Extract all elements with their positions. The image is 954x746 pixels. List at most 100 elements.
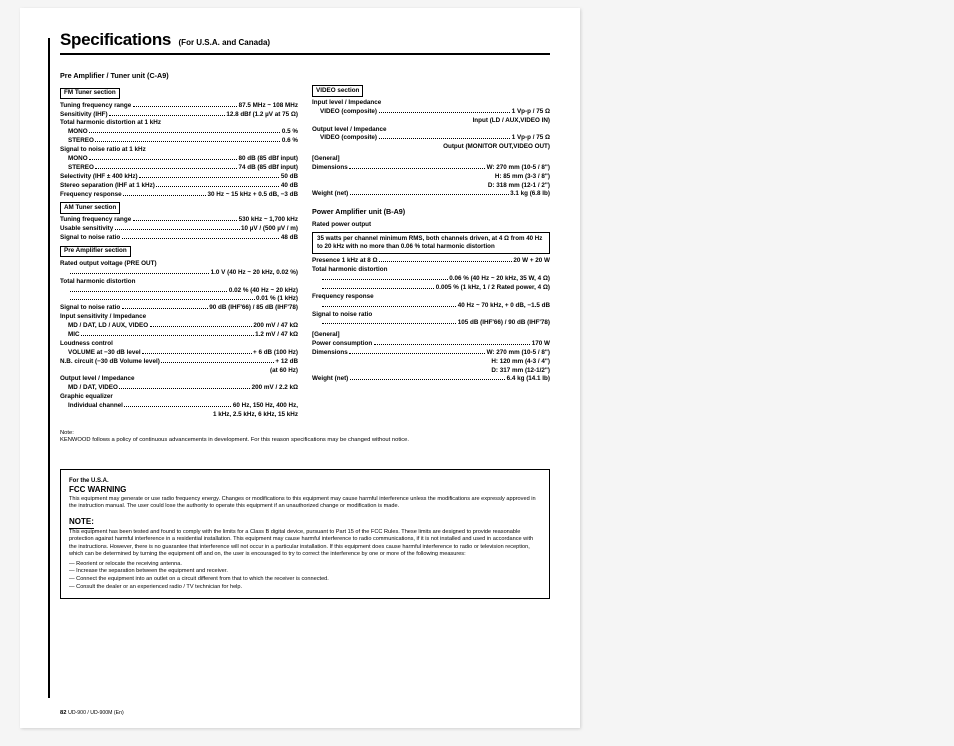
leader-dots [350,190,509,195]
spec-value-cont: Output (MONITOR OUT,VIDEO OUT) [312,143,550,152]
spec-value: 60 Hz, 150 Hz, 400 Hz, [233,402,298,411]
page-number: 82 [60,710,66,716]
spec-heading-row: Signal to noise ratio [312,311,550,320]
spec-row: 1.0 V (40 Hz ~ 20 kHz, 0.02 %) [60,269,298,278]
spec-row: 0.01 % (1 kHz) [60,295,298,304]
spec-label: Dimensions [312,349,348,358]
spec-row: 40 Hz ~ 70 kHz, + 0 dB, −1.5 dB [312,302,550,311]
spec-row: MD / DAT, VIDEO 200 mV / 2.2 kΩ [60,384,298,393]
spec-value-cont: D: 317 mm (12-1/2") [312,367,550,376]
spec-heading-row: Signal to noise ratio at 1 kHz [60,146,298,155]
leader-dots [379,257,512,262]
general-heading: [General] [312,331,550,340]
fcc-bullet: — Increase the separation between the eq… [69,568,541,576]
spec-value: 200 mV / 2.2 kΩ [252,384,298,393]
spec-value: W: 270 mm (10-5 / 8") [487,349,550,358]
spec-row: DimensionsW: 270 mm (10-5 / 8") [312,164,550,173]
leader-dots [133,216,237,221]
fcc-warning-heading: FCC WARNING [69,485,541,496]
spec-heading-row: Output level / Impedance [60,375,298,384]
leader-dots [133,102,237,107]
fcc-bullet: — Connect the equipment into an outlet o… [69,576,541,584]
spec-row: 105 dB (IHF'66) / 90 dB (IHF'78) [312,319,550,328]
leader-dots [322,319,457,324]
spec-label: VIDEO (composite) [320,108,377,117]
leader-dots [115,225,240,230]
fm-section-box: FM Tuner section [60,88,120,100]
spec-value: 0.5 % [282,128,298,137]
spec-label: N.B. circuit (−30 dB Volume level) [60,358,160,367]
spec-value: 170 W [532,340,550,349]
spec-heading-row: Total harmonic distortion [312,266,550,275]
spec-heading-row: Graphic equalizer [60,393,298,402]
leader-dots [374,340,531,345]
spec-value: 105 dB (IHF'66) / 90 dB (IHF'78) [458,319,550,328]
spec-value: 1 Vp-p / 75 Ω [512,108,550,117]
spec-label: STEREO [68,137,94,146]
spec-value: 20 W + 20 W [513,257,550,266]
leader-dots [322,275,448,280]
spec-value: 1 Vp-p / 75 Ω [512,134,550,143]
leader-dots [349,349,485,354]
left-column: Pre Amplifier / Tuner unit (C-A9) FM Tun… [60,67,298,420]
spec-label: Dimensions [312,164,348,173]
spec-value: 74 dB (85 dBf input) [239,164,298,173]
spec-value: 200 mV / 47 kΩ [253,322,298,331]
spec-row: Tuning frequency range530 kHz ~ 1,700 kH… [60,216,298,225]
spec-label: Weight (net) [312,375,348,384]
spec-row: MONO0.5 % [60,128,298,137]
leader-dots [70,269,210,274]
leader-dots [81,331,254,336]
spec-value: 3.1 kg (6.8 lb) [510,190,550,199]
spec-value: 1.0 V (40 Hz ~ 20 kHz, 0.02 %) [211,269,298,278]
leader-dots [70,287,228,292]
spec-row: 0.06 % (40 Hz ~ 20 kHz, 35 W, 4 Ω) [312,275,550,284]
spec-value-cont: H: 85 mm (3-3 / 8") [312,173,550,182]
spec-heading-row: Rated output voltage (PRE OUT) [60,260,298,269]
spec-row: 0.005 % (1 kHz, 1 / 2 Rated power, 4 Ω) [312,284,550,293]
spec-row: Individual channel60 Hz, 150 Hz, 400 Hz, [60,402,298,411]
leader-dots [322,284,435,289]
spec-row: Presence 1 kHz at 8 Ω20 W + 20 W [312,257,550,266]
leader-dots [89,128,280,133]
spec-row: MIC1.2 mV / 47 kΩ [60,331,298,340]
leader-dots [122,304,208,309]
leader-dots [122,234,280,239]
spec-heading-row: Input level / Impedance [312,99,550,108]
leader-dots [142,349,251,354]
spec-value: 48 dB [281,234,298,243]
leader-dots [95,137,280,142]
spec-row: Frequency response 30 Hz ~ 15 kHz + 0.5 d… [60,191,298,200]
spec-label: Signal to noise ratio [60,304,120,313]
spec-label: Stereo separation (IHF at 1 kHz) [60,182,155,191]
spec-label: MD / DAT, VIDEO [68,384,118,393]
spec-value: 30 Hz ~ 15 kHz + 0.5 dB, −3 dB [208,191,298,200]
spec-value: 10 µV / (500 µV / m) [241,225,298,234]
leader-dots [124,402,231,407]
spec-row: VIDEO (composite)1 Vp-p / 75 Ω [312,134,550,143]
spec-value-cont: Input (LD / AUX,VIDEO IN) [312,117,550,126]
leader-dots [123,191,206,196]
leader-dots [322,302,457,307]
spec-value: 87.5 MHz ~ 108 MHz [239,102,298,111]
spec-row: VIDEO (composite) 1 Vp-p / 75 Ω [312,108,550,117]
spec-row: VOLUME at −30 dB level+ 6 dB (100 Hz) [60,349,298,358]
leader-dots [349,164,485,169]
spec-value-cont: 1 kHz, 2.5 kHz, 6 kHz, 15 kHz [60,411,298,420]
spec-heading-row: Total harmonic distortion at 1 kHz [60,119,298,128]
spec-heading-row: Output level / Impedance [312,126,550,135]
rated-power-heading: Rated power output [312,221,550,230]
spec-label: Selectivity (IHF ± 400 kHz) [60,173,138,182]
spec-label: Frequency response [60,191,122,200]
footnote: Note: KENWOOD follows a policy of contin… [60,430,550,445]
spec-row: Dimensions W: 270 mm (10-5 / 8") [312,349,550,358]
leader-dots [161,358,274,363]
spec-value: 6.4 kg (14.1 lb) [507,375,550,384]
title-row: Specifications (For U.S.A. and Canada) [60,30,550,55]
spec-row: 0.02 % (40 Hz ~ 20 kHz) [60,287,298,296]
fcc-bullet: — Reorient or relocate the receiving ant… [69,561,541,569]
spec-row: Power consumption170 W [312,340,550,349]
leader-dots [95,164,237,169]
page-footer: 82 UD-900 / UD-900M (En) [60,710,124,716]
am-section-box: AM Tuner section [60,202,120,214]
